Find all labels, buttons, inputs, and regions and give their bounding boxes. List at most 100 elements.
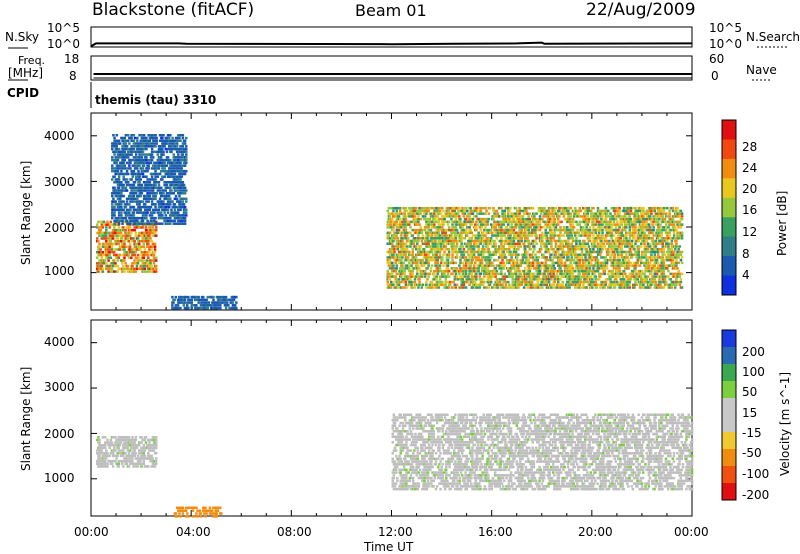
- power-cell: [486, 228, 490, 232]
- power-cell: [496, 280, 500, 284]
- power-cell: [174, 156, 178, 159]
- power-cell: [497, 256, 501, 259]
- power-cell: [454, 226, 458, 229]
- power-cell: [501, 264, 504, 267]
- power-cell: [111, 211, 114, 214]
- power-cell: [450, 237, 453, 240]
- power-cell: [131, 197, 135, 201]
- power-cell: [550, 278, 553, 281]
- power-cell: [517, 267, 520, 270]
- power-cell: [486, 223, 490, 226]
- power-colorbar-swatch: [722, 236, 736, 257]
- power-cbar-tick-20: 20: [742, 182, 758, 196]
- power-cell: [109, 223, 113, 226]
- power-cell: [469, 242, 472, 246]
- power-cell: [427, 223, 430, 226]
- power-cell: [477, 256, 480, 259]
- power-cell: [436, 258, 439, 262]
- power-cell: [500, 242, 503, 246]
- power-cell: [125, 231, 128, 235]
- power-cell: [503, 272, 507, 276]
- power-cell: [541, 206, 544, 210]
- power-cell: [500, 237, 503, 240]
- power-cell: [576, 247, 579, 251]
- power-cell: [408, 258, 411, 262]
- power-cell: [418, 247, 421, 251]
- power-cell: [177, 139, 180, 143]
- power-cell: [536, 280, 540, 284]
- power-cell: [139, 208, 142, 212]
- power-cell: [502, 275, 505, 278]
- power-cell: [502, 280, 505, 284]
- power-cell: [393, 267, 396, 270]
- power-cell: [117, 214, 121, 217]
- power-cell: [494, 267, 497, 270]
- power-cell: [567, 209, 570, 213]
- power-cell: [427, 226, 430, 229]
- power-cell: [137, 242, 141, 246]
- power-cell: [470, 231, 474, 235]
- power-cell: [531, 264, 535, 267]
- power-cell: [125, 219, 129, 223]
- power-cell: [108, 264, 111, 268]
- power-cell: [425, 283, 428, 287]
- power-cell: [546, 231, 550, 235]
- power-cell: [537, 267, 541, 270]
- power-cell: [489, 278, 493, 281]
- power-cell: [392, 206, 395, 210]
- nsearch-label: N.Search: [746, 30, 800, 44]
- power-cell: [446, 267, 450, 270]
- power-cell: [142, 153, 146, 156]
- power-cell: [144, 189, 147, 192]
- xtick-1200: 12:00: [378, 525, 413, 539]
- power-cell: [438, 226, 442, 229]
- power-cell: [504, 256, 508, 259]
- power-cell: [152, 262, 156, 265]
- power-cell: [401, 250, 404, 254]
- power-cell: [417, 258, 420, 262]
- power-cell: [433, 275, 436, 278]
- power-cell: [414, 275, 418, 278]
- power-cell: [173, 172, 177, 176]
- power-cell: [435, 278, 438, 281]
- power-cell: [522, 226, 526, 229]
- power-cell: [499, 220, 502, 224]
- power-cell: [506, 286, 510, 289]
- power-cell: [579, 267, 583, 270]
- power-cell: [552, 283, 555, 287]
- vel-cbar-tick-15: 15: [742, 406, 758, 420]
- power-cell: [413, 215, 417, 218]
- power-cell: [174, 147, 178, 151]
- power-cell: [154, 186, 157, 190]
- power-cell: [537, 206, 541, 210]
- power-cell: [472, 247, 476, 251]
- power-cell: [467, 275, 470, 278]
- cpid-program: themis (tau) 3310: [95, 93, 217, 107]
- power-cell: [585, 247, 588, 251]
- power-cell: [165, 164, 169, 167]
- power-cell: [228, 298, 231, 302]
- power-cell: [513, 212, 517, 215]
- power-cell: [564, 250, 568, 254]
- noise-trace: [90, 41, 693, 48]
- power-cell: [165, 169, 169, 173]
- power-cell: [505, 226, 509, 229]
- power-cell: [554, 256, 558, 259]
- power-cell: [496, 286, 500, 289]
- power-cell: [466, 250, 469, 254]
- power-cell: [489, 269, 493, 273]
- power-cell: [180, 167, 183, 170]
- power-cell: [586, 215, 590, 218]
- power-cell: [572, 209, 576, 213]
- power-cell: [536, 272, 540, 276]
- power-cell: [469, 220, 472, 224]
- power-cell: [142, 245, 146, 248]
- power-cell: [174, 194, 178, 198]
- power-cell: [110, 267, 114, 271]
- power-cell: [506, 239, 510, 243]
- power-cell: [487, 256, 491, 259]
- power-cell: [566, 272, 569, 276]
- power-cell: [564, 283, 568, 287]
- power-cell: [157, 216, 161, 220]
- power-cell: [575, 267, 578, 270]
